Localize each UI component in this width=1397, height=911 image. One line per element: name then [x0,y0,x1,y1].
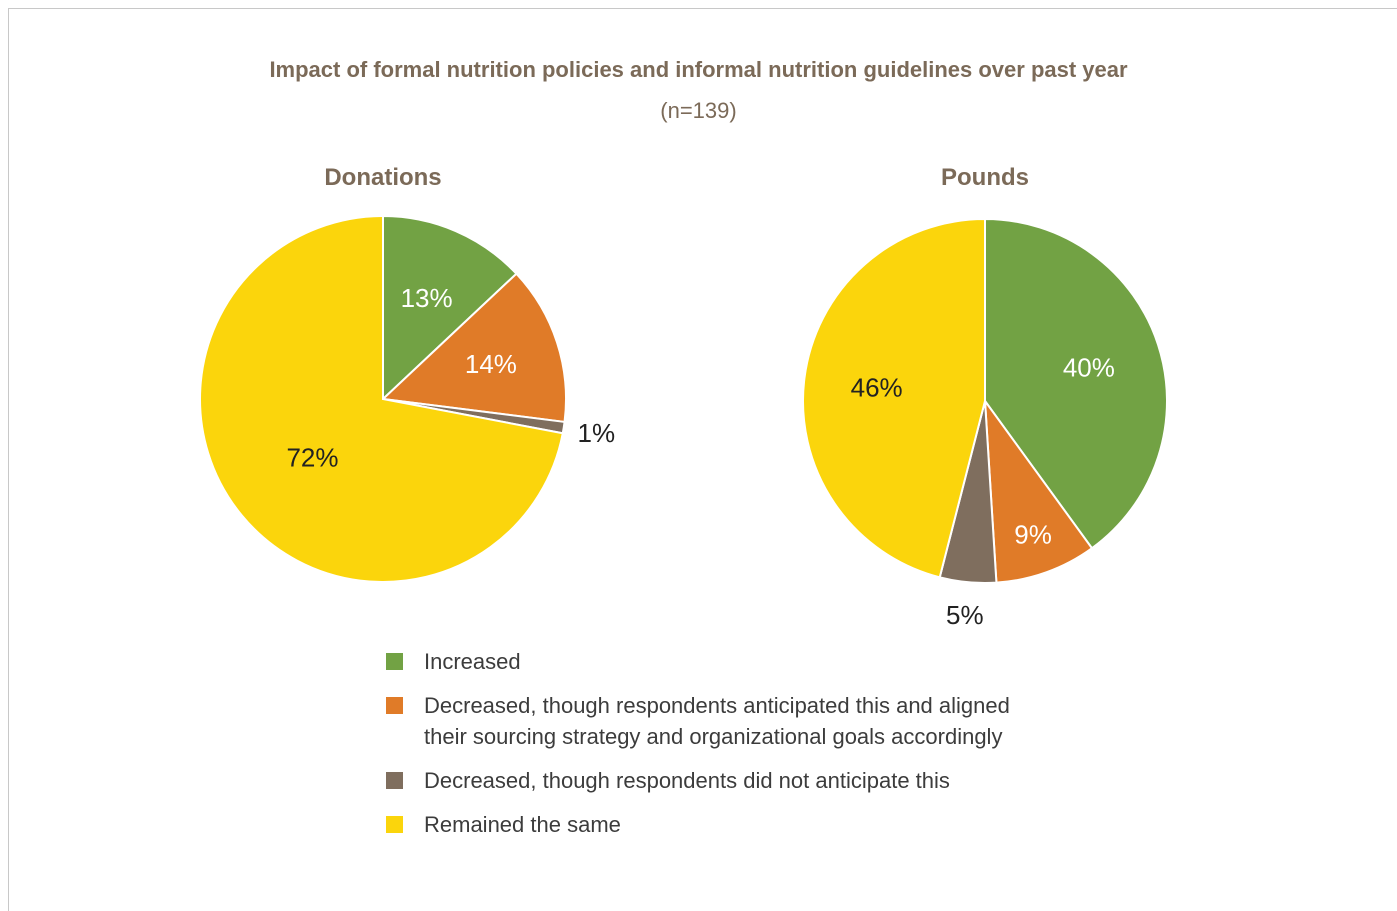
chart-title: Impact of formal nutrition policies and … [269,57,1128,82]
donations-label-decreased-not-anticipated: 1% [577,418,615,448]
pounds-slice-remained [802,217,986,579]
legend-label: Decreased, though respondents anticipate… [424,693,1010,749]
donations-slice-increased [382,214,518,402]
pounds-label-decreased-not-anticipated: 5% [946,600,984,630]
donations-slice-remained [199,214,564,583]
pounds-slice-increased [984,217,1168,550]
legend-item: Remained the same [386,809,1046,840]
donations-slice-decreased-anticipated [380,272,567,424]
legend-item: Decreased, though respondents anticipate… [386,690,1046,752]
legend-swatch [386,697,403,714]
pounds-slice-decreased-anticipated [983,397,1094,584]
legend-label: Increased [424,649,521,674]
pounds-label-increased: 40% [1063,352,1115,382]
legend-swatch [386,772,403,789]
legend-swatch [386,653,403,670]
chart-frame [8,8,1397,911]
pounds-pie-title: Pounds [941,164,1029,191]
pounds-label-remained: 46% [851,372,903,402]
legend-item: Decreased, though respondents did not an… [386,765,1046,796]
legend-swatch [386,816,403,833]
legend-label: Decreased, though respondents did not an… [424,768,950,793]
legend-item: Increased [386,646,1046,677]
legend: Increased Decreased, though respondents a… [386,646,1046,853]
donations-pie-title: Donations [324,164,441,191]
chart-subtitle: (n=139) [660,98,737,123]
legend-label: Remained the same [424,812,621,837]
donations-label-decreased-anticipated: 14% [465,349,517,379]
donations-label-increased: 13% [401,283,453,313]
donations-label-remained: 72% [286,442,338,472]
pounds-label-decreased-anticipated: 9% [1014,520,1052,550]
